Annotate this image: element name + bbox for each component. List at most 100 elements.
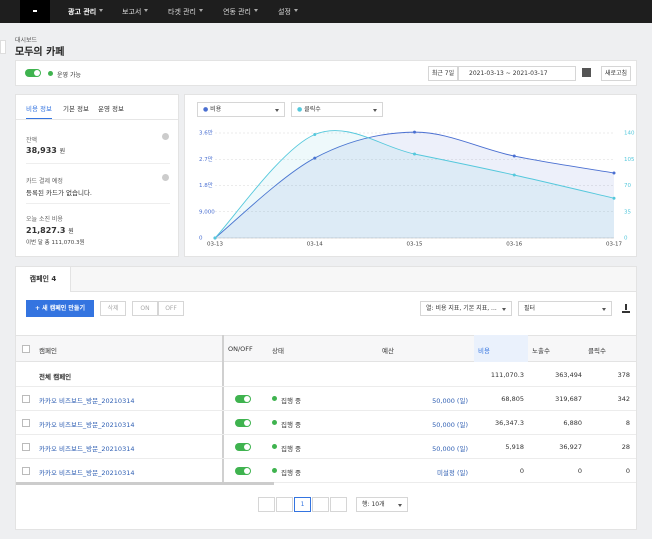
- label: 잔액: [26, 137, 38, 144]
- nav-item[interactable]: 타겟 관리: [168, 7, 203, 17]
- status-text: 운영 가능: [57, 72, 81, 79]
- today-cost: 21,827.3 원: [26, 226, 74, 235]
- y2-tick-label: 140: [624, 131, 635, 137]
- page-next[interactable]: [312, 497, 329, 512]
- nav-item[interactable]: 연동 관리: [223, 7, 258, 17]
- checkbox[interactable]: [22, 467, 30, 475]
- settings-icon[interactable]: [162, 133, 169, 140]
- columns-select[interactable]: 열: 비용 지표, 기본 지표, ...: [420, 301, 512, 316]
- value: 38,933: [26, 146, 57, 155]
- table-row: [16, 435, 636, 459]
- point: [213, 236, 217, 240]
- status-dot: [272, 444, 277, 449]
- status-dot: [272, 420, 277, 425]
- tab[interactable]: 기본 정보: [63, 105, 89, 113]
- period-button[interactable]: 최근 7일: [428, 66, 458, 81]
- page-title: 모두의 카페: [15, 47, 65, 58]
- checkbox[interactable]: [22, 345, 30, 353]
- point: [413, 130, 416, 134]
- page-number[interactable]: 1: [294, 497, 311, 512]
- checkbox[interactable]: [22, 395, 30, 403]
- sidebar-toggle[interactable]: [0, 40, 6, 54]
- scrollbar[interactable]: [16, 482, 274, 485]
- status: 집행 중: [281, 397, 302, 405]
- checkbox[interactable]: [22, 443, 30, 451]
- status-dot: [272, 468, 277, 473]
- series-select[interactable]: ● 비용: [197, 102, 285, 117]
- metric: 342: [617, 395, 630, 403]
- campaign-table: 캠페인 ON/OFF 상태 예산 비용 노출수 클릭수 전체 캠페인 111,070.3 363,…: [16, 335, 636, 487]
- point: [413, 152, 416, 156]
- toggle[interactable]: [25, 69, 41, 77]
- legend-entry: 비용: [210, 106, 222, 113]
- on-button[interactable]: ON: [132, 301, 158, 316]
- y2-tick-label: 35: [624, 209, 631, 215]
- filter-select[interactable]: 필터: [518, 301, 612, 316]
- column-header: 비용: [478, 347, 490, 355]
- grid-icon[interactable]: [582, 68, 591, 77]
- tab[interactable]: 운영 정보: [98, 105, 124, 113]
- page-size-select[interactable]: 행: 10개: [356, 497, 408, 512]
- label: 오늘 소진 비용: [26, 216, 63, 223]
- series-select[interactable]: ● 클릭수: [291, 102, 383, 117]
- budget: 50,000 (일): [432, 445, 468, 453]
- page-last[interactable]: [330, 497, 347, 512]
- metric: 363,494: [555, 371, 582, 379]
- off-button[interactable]: OFF: [158, 301, 184, 316]
- column-header: 캠페인: [39, 347, 57, 355]
- settings-icon[interactable]: [162, 174, 169, 181]
- tab[interactable]: 캠페인 4: [16, 267, 71, 292]
- card-text: 등록된 카드가 없습니다.: [26, 189, 92, 197]
- campaign-name: 카카오 비즈보드_방문_20210314: [39, 445, 135, 453]
- budget: 50,000 (일): [432, 421, 468, 429]
- metric: 0: [577, 467, 582, 475]
- point: [612, 196, 616, 200]
- campaign-name: 카카오 비즈보드_방문_20210314: [39, 421, 135, 429]
- refresh-button[interactable]: 새로고침: [601, 66, 631, 81]
- x-tick-label: 03-17: [606, 242, 622, 248]
- campaign-name: 카카오 비즈보드_방문_20210314: [39, 397, 135, 405]
- nav-item[interactable]: 보고서: [122, 7, 148, 17]
- nav-item[interactable]: 광고 관리: [68, 7, 103, 17]
- toggle[interactable]: [235, 467, 251, 475]
- x-tick-label: 03-15: [407, 242, 423, 248]
- campaign-name: 전체 캠페인: [39, 373, 72, 381]
- toggle[interactable]: [235, 443, 251, 451]
- breadcrumb: 대시보드: [15, 37, 38, 44]
- metric: 378: [617, 371, 630, 379]
- header-row: [16, 335, 636, 362]
- toggle[interactable]: [235, 419, 251, 427]
- metric: 8: [625, 419, 630, 427]
- checkbox[interactable]: [22, 419, 30, 427]
- date-range[interactable]: 2021-03-13 ~ 2021-03-17: [458, 66, 576, 81]
- y-tick-label: 9,000: [199, 209, 215, 215]
- download-icon[interactable]: [622, 304, 630, 313]
- y-tick-label: 3.6만: [199, 129, 213, 137]
- point: [313, 156, 317, 160]
- x-tick-label: 03-13: [207, 242, 223, 248]
- point: [313, 133, 317, 136]
- legend-entry: 클릭수: [304, 106, 321, 113]
- y2-tick-label: 0: [624, 236, 628, 242]
- create-button[interactable]: + 새 캠페인 만들기: [26, 300, 94, 317]
- logo[interactable]: [20, 0, 50, 23]
- point: [612, 171, 616, 175]
- metric: 111,070.3: [490, 371, 524, 379]
- delete-button[interactable]: 삭제: [100, 301, 126, 316]
- total-row: [16, 362, 636, 387]
- chart: 0 9,000 1.8만 2.7만 3.6만 0 35 70 105 140 03-13 03-14 0…: [199, 129, 635, 248]
- page-prev[interactable]: [276, 497, 293, 512]
- top-nav: 광고 관리 보고서 타겟 관리 연동 관리 설정: [0, 0, 652, 23]
- toggle[interactable]: [235, 395, 251, 403]
- column-header: ON/OFF: [228, 345, 253, 353]
- nav-item[interactable]: 설정: [278, 7, 298, 17]
- x-tick-label: 03-16: [506, 242, 522, 248]
- page-first[interactable]: [258, 497, 275, 512]
- tab[interactable]: 비용 정보: [26, 103, 52, 120]
- y2-tick-label: 70: [624, 183, 631, 189]
- metric: 28: [621, 443, 630, 451]
- budget: 미설정 (일): [436, 469, 468, 477]
- y-tick-label: 1.8만: [199, 181, 213, 189]
- metric: 68,805: [501, 395, 524, 403]
